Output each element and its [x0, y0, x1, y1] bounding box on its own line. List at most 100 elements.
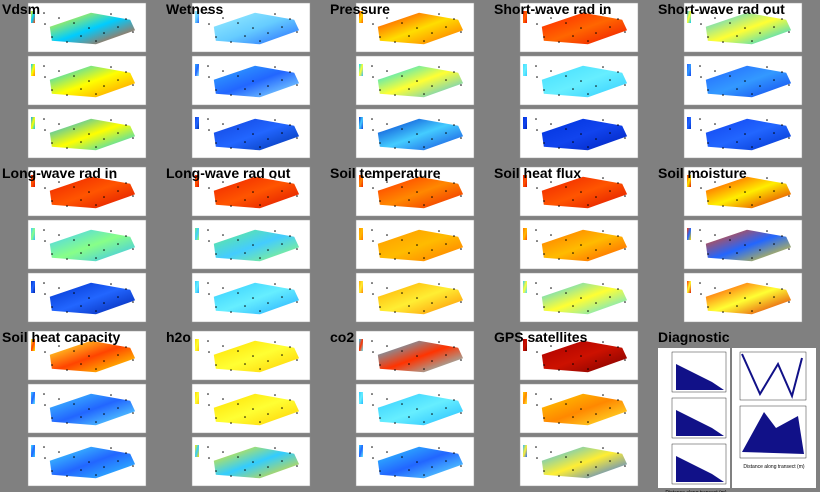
map — [213, 393, 300, 426]
station — [66, 147, 68, 149]
station — [401, 350, 403, 352]
station — [445, 79, 447, 81]
station — [117, 79, 119, 81]
station — [580, 191, 582, 193]
station — [572, 305, 574, 307]
station — [66, 311, 68, 313]
station — [438, 66, 440, 68]
station — [558, 258, 560, 260]
colorbar — [31, 339, 35, 351]
station — [43, 340, 45, 342]
map — [49, 393, 136, 426]
station — [572, 469, 574, 471]
station — [372, 187, 374, 189]
station — [58, 398, 60, 400]
panel-title: GPS satellites — [494, 329, 588, 345]
station — [371, 282, 373, 284]
map — [705, 176, 792, 209]
station — [394, 475, 396, 477]
map — [541, 340, 628, 373]
station — [453, 71, 455, 73]
profile — [676, 410, 724, 436]
station — [244, 252, 246, 254]
station — [431, 249, 433, 251]
station — [73, 128, 75, 130]
panel-title: Pressure — [330, 1, 390, 17]
station — [543, 417, 545, 419]
station — [110, 447, 112, 449]
panel-title: Long-wave rad out — [166, 165, 291, 181]
station — [536, 404, 538, 406]
colorbar — [687, 228, 691, 240]
station — [289, 399, 291, 401]
map — [49, 282, 136, 315]
station — [267, 249, 269, 251]
station — [438, 119, 440, 121]
station — [423, 474, 425, 476]
axis-label: Distance along transect (m) — [743, 464, 804, 470]
station — [372, 23, 374, 25]
station — [722, 311, 724, 313]
station — [572, 363, 574, 365]
station — [73, 22, 75, 24]
station — [132, 301, 134, 303]
colorbar — [359, 11, 363, 23]
colorbar — [31, 117, 35, 129]
station — [558, 147, 560, 149]
colorbar — [687, 281, 691, 293]
station — [736, 252, 738, 254]
station — [125, 288, 127, 290]
station — [416, 80, 418, 82]
station — [95, 257, 97, 259]
station — [215, 470, 217, 472]
station — [110, 283, 112, 285]
station — [759, 138, 761, 140]
station — [230, 205, 232, 207]
station — [215, 142, 217, 144]
map — [213, 229, 300, 262]
station — [543, 36, 545, 38]
colorbar — [523, 11, 527, 23]
station — [132, 137, 134, 139]
station — [371, 393, 373, 395]
station — [587, 421, 589, 423]
station — [51, 142, 53, 144]
station — [401, 75, 403, 77]
station — [207, 282, 209, 284]
station — [460, 31, 462, 33]
station — [788, 195, 790, 197]
station — [729, 22, 731, 24]
station — [281, 407, 283, 409]
station — [289, 452, 291, 454]
station — [132, 359, 134, 361]
station — [252, 355, 254, 357]
station — [587, 474, 589, 476]
station — [431, 360, 433, 362]
station — [386, 287, 388, 289]
station — [222, 17, 224, 19]
station — [371, 446, 373, 448]
station — [700, 187, 702, 189]
station — [44, 404, 46, 406]
station — [289, 288, 291, 290]
station — [117, 296, 119, 298]
colorbar — [195, 117, 199, 129]
station — [766, 177, 768, 179]
station — [722, 41, 724, 43]
station — [394, 258, 396, 260]
panel-title: Long-wave rad in — [2, 165, 117, 181]
station — [788, 248, 790, 250]
station — [744, 244, 746, 246]
station — [558, 94, 560, 96]
panel: Short-wave rad out — [658, 1, 803, 159]
station — [132, 31, 134, 33]
station — [431, 32, 433, 34]
map — [705, 118, 792, 151]
colorbar — [31, 11, 35, 23]
station — [773, 190, 775, 192]
station — [274, 230, 276, 232]
station — [609, 460, 611, 462]
panel-title: Soil temperature — [330, 165, 441, 181]
station — [714, 287, 716, 289]
station — [252, 244, 254, 246]
